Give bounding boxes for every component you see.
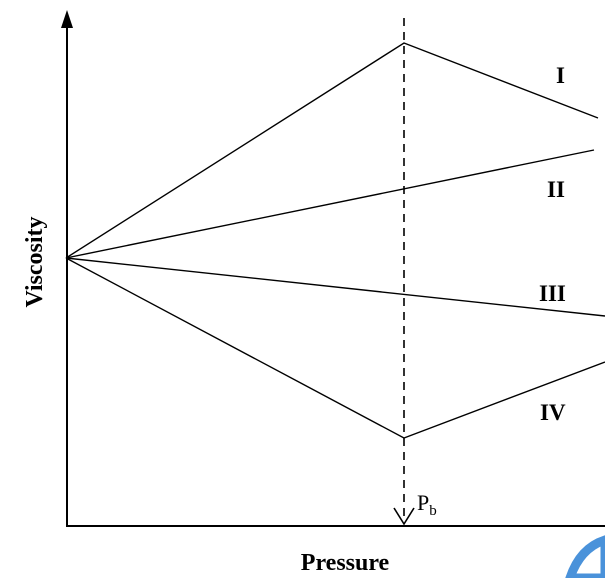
x-axis-label: Pressure: [301, 550, 390, 576]
curve-label-II: II: [547, 177, 565, 202]
y-axis-label: Viscosity: [22, 216, 48, 307]
curve-IV: [65, 257, 605, 439]
curve-label-IV: IV: [540, 400, 566, 425]
curve-I: [65, 42, 599, 259]
curve-III: [65, 257, 605, 317]
y-axis-arrowhead: [61, 10, 73, 28]
corner-watermark-shape: [565, 535, 605, 578]
bubble-point-label: Pb: [417, 490, 437, 519]
bubble-point-arrowhead: [393, 507, 415, 526]
curve-II: [65, 149, 595, 259]
curve-label-III: III: [539, 281, 566, 306]
curve-label-I: I: [556, 63, 565, 88]
